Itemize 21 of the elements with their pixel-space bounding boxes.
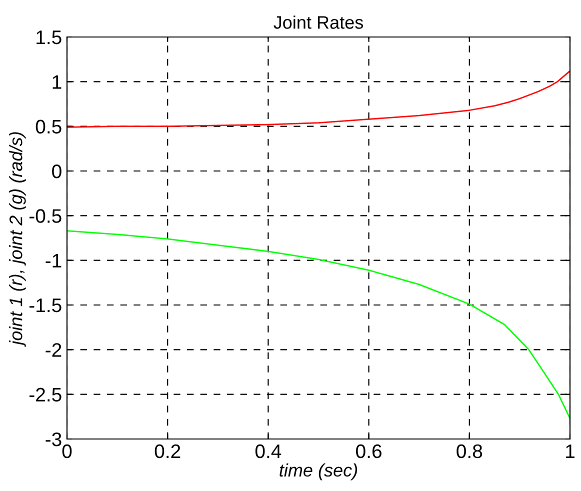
y-tick-label: 0 (52, 164, 62, 178)
y-tick-label: -3 (46, 432, 62, 446)
chart-title: Joint Rates (274, 16, 364, 29)
y-tick-label: -0.5 (30, 209, 62, 223)
x-tick-label: 0.2 (154, 444, 180, 458)
x-tick-label: 0.6 (356, 444, 382, 458)
x-axis-title: time (sec) (280, 463, 358, 480)
x-tick-label: 0.4 (255, 444, 282, 458)
y-axis-title: joint 1 (r), joint 2 (g) (rad/s) (9, 132, 26, 347)
y-tick-label: 1 (52, 75, 62, 89)
y-tick-label: -1.5 (30, 298, 62, 312)
y-tick-label: -2.5 (30, 388, 62, 402)
x-tick-label: 0 (62, 444, 72, 458)
x-tick-label: 1 (566, 444, 574, 458)
y-tick-label: 1.5 (36, 30, 62, 44)
y-tick-label: -1 (46, 254, 62, 268)
line-series (67, 230, 570, 420)
y-tick-label: 0.5 (36, 120, 62, 134)
y-tick-label: -2 (46, 343, 62, 357)
x-tick-label: 0.8 (456, 444, 482, 458)
line-series (67, 70, 570, 128)
